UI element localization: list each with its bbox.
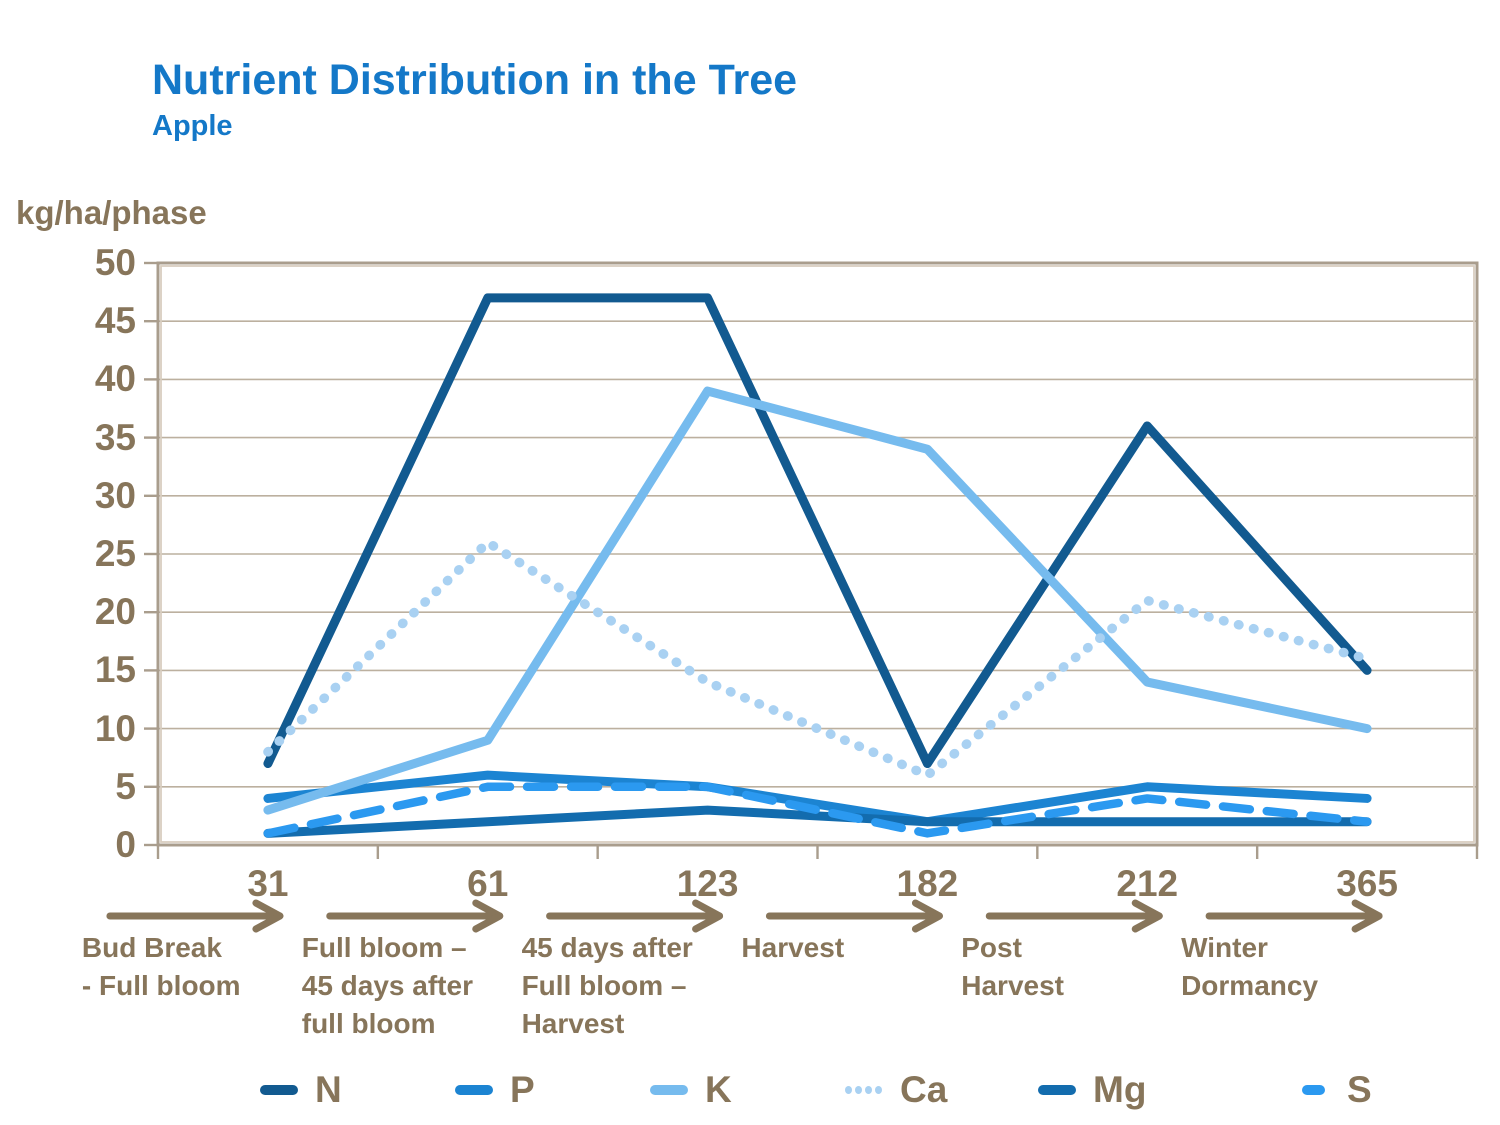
phase-arrow-icon	[472, 899, 504, 920]
phase-label: 45 days after Full bloom – Harvest	[521, 932, 693, 1039]
legend: N P K Ca Mg S	[0, 1066, 1500, 1116]
phase-arrow-icon	[1351, 912, 1383, 933]
legend-label-N: N	[315, 1069, 342, 1110]
phase-label: Bud Break - Full bloom	[81, 932, 241, 1001]
y-tick-label: 30	[94, 474, 136, 516]
phase-label: Post Harvest	[961, 932, 1064, 1001]
y-tick-label: 5	[115, 765, 136, 807]
y-tick-label: 10	[94, 707, 136, 749]
y-tick-label: 40	[94, 358, 136, 400]
phase-arrow-icon	[692, 899, 724, 920]
legend-swatch-K-icon	[650, 1085, 696, 1095]
phase-arrow-icon	[252, 899, 284, 920]
y-tick-label: 35	[94, 416, 136, 458]
series-line-Mg	[263, 805, 1372, 838]
phase-arrow-icon	[911, 912, 943, 933]
y-tick-label: 50	[94, 242, 136, 283]
y-tick-label: 45	[94, 300, 136, 342]
series-line-S	[263, 782, 1372, 838]
phase-arrow-icon	[1131, 912, 1163, 933]
x-tick-label: 212	[1116, 863, 1179, 904]
x-tick-label: 123	[676, 863, 739, 904]
x-tick-label: 31	[247, 863, 289, 904]
legend-label-S: S	[1347, 1069, 1372, 1110]
legend-swatch-N-icon	[260, 1085, 306, 1095]
y-tick-label: 0	[115, 824, 136, 865]
legend-swatch-Ca-icon	[845, 1086, 891, 1094]
y-tick-label: 15	[94, 649, 136, 691]
legend-item-Mg: Mg	[1038, 1066, 1146, 1114]
series-line-N	[263, 293, 1372, 769]
page-title: Nutrient Distribution in the Tree	[152, 56, 798, 104]
y-axis-unit-label: kg/ha/phase	[16, 194, 207, 231]
phase-arrow-icon	[1351, 899, 1383, 920]
y-tick-label: 25	[94, 533, 136, 574]
phase-arrow-icon	[692, 912, 724, 933]
x-tick-label: 365	[1336, 863, 1398, 904]
series-line-P	[263, 770, 1372, 827]
phase-arrow-icon	[1131, 899, 1163, 920]
phase-label: Full bloom – 45 days after full bloom	[301, 932, 473, 1039]
phase-arrow-icon	[472, 912, 504, 933]
y-tick-label: 20	[94, 591, 136, 633]
legend-label-Mg: Mg	[1093, 1069, 1147, 1110]
phase-label: Winter Dormancy	[1181, 932, 1319, 1001]
legend-item-K: K	[650, 1066, 732, 1114]
legend-swatch-Mg-icon	[1038, 1085, 1084, 1095]
legend-item-S: S	[1292, 1066, 1372, 1114]
x-tick-label: 61	[467, 863, 509, 904]
x-tick-label: 182	[896, 863, 959, 904]
phase-arrow-icon	[252, 912, 284, 933]
legend-label-P: P	[510, 1069, 535, 1110]
phase-label: Harvest	[741, 932, 845, 963]
phase-arrow-icon	[911, 899, 943, 920]
legend-item-Ca: Ca	[845, 1066, 947, 1114]
legend-swatch-S-icon	[1292, 1085, 1338, 1095]
legend-item-P: P	[455, 1066, 535, 1114]
legend-label-Ca: Ca	[900, 1069, 948, 1110]
page-subtitle: Apple	[152, 110, 233, 142]
series-line-K	[263, 386, 1372, 815]
series-line-Ca	[263, 537, 1372, 780]
legend-item-N: N	[260, 1066, 342, 1114]
legend-swatch-P-icon	[455, 1085, 501, 1095]
plot-frame-inner	[160, 265, 1475, 843]
legend-label-K: K	[705, 1069, 732, 1110]
